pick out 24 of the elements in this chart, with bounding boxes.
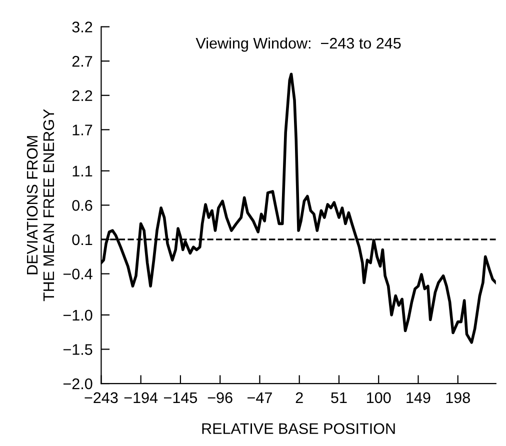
y-tick-label: 2.2 (72, 90, 92, 101)
x-tick-label: −145 (164, 392, 198, 404)
y-tick-label: −2.0 (63, 378, 92, 390)
y-tick-label: 3.2 (72, 22, 92, 32)
y-tick-label: −1.0 (63, 310, 92, 321)
x-tick-label: 100 (367, 392, 391, 404)
y-tick-label: −1.5 (63, 344, 92, 355)
y-tick-label: 1.7 (72, 124, 92, 136)
x-tick-label: −243 (84, 392, 118, 404)
y-tick-label: 0.6 (72, 200, 92, 211)
x-tick-label: 198 (446, 392, 470, 404)
x-tick-label: −47 (248, 392, 272, 403)
x-tick-label: 2 (296, 392, 303, 403)
y-axis-title: DEVIATIONS FROM THE MEAN FREE ENERGY (26, 109, 54, 302)
x-axis-title: RELATIVE BASE POSITION (202, 423, 395, 434)
x-tick-label: −96 (208, 392, 232, 404)
x-tick-label: 149 (406, 392, 430, 404)
y-tick-label: 1.1 (72, 166, 92, 176)
y-tick-label: −0.4 (63, 268, 92, 280)
text: Viewing Window: −243 to 245 (196, 37, 401, 52)
x-tick-label: 51 (331, 392, 347, 404)
y-tick-label: 0.1 (72, 234, 92, 246)
y-tick-label: 2.7 (72, 56, 92, 67)
x-tick-label: −194 (124, 392, 158, 404)
